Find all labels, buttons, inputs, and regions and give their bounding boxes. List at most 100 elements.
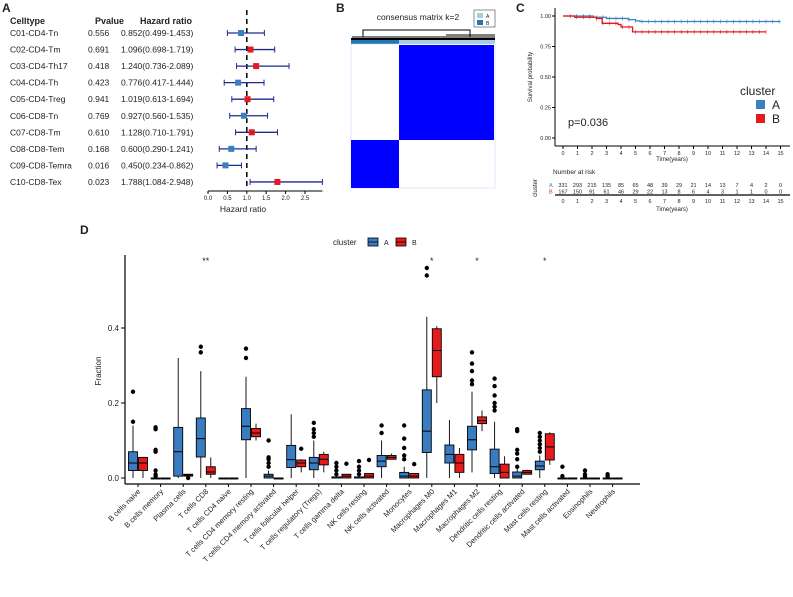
- risk-x-tick-label: 4: [619, 199, 622, 205]
- outlier-point: [356, 464, 362, 469]
- hr-point: [248, 129, 255, 136]
- hr-point: [238, 30, 245, 36]
- hazard-ratio-label: 1.788(1.084-2.948): [121, 177, 193, 187]
- risk-value: 46: [618, 190, 624, 196]
- outlier-point: [198, 344, 203, 349]
- risk-x-tick-label: 7: [663, 199, 666, 205]
- risk-value: 4: [750, 183, 753, 189]
- box-b: [431, 328, 442, 378]
- y-axis-label: Fraction: [94, 357, 103, 386]
- celltype-label: C02-CD4-Tm: [10, 45, 61, 55]
- outlier-point: [130, 419, 136, 424]
- forest-plot: Celltype Pvalue Hazard ratio C01-CD4-Tn 0.55…: [10, 10, 323, 214]
- celltype-label: C03-CD4-Th17: [10, 61, 68, 71]
- risk-value: 61: [603, 190, 609, 196]
- outlier-point: [356, 458, 362, 464]
- outlier-point: [311, 420, 316, 426]
- outlier-point: [492, 376, 497, 381]
- risk-table-y-label: cluster: [533, 179, 539, 197]
- box-a: [489, 448, 500, 474]
- box-a: [534, 460, 545, 471]
- risk-value: 13: [661, 190, 667, 196]
- x-tick-label: 9: [692, 151, 695, 157]
- outlier-point: [344, 461, 349, 466]
- risk-x-tick-label: 6: [648, 199, 651, 205]
- dendrogram-base: [351, 38, 495, 40]
- outlier-point: [379, 423, 384, 428]
- y-tick-label: 0.75: [540, 45, 551, 51]
- y-tick-label: 0.4: [108, 324, 120, 333]
- outlier-point: [492, 408, 497, 413]
- risk-value: 13: [719, 183, 725, 189]
- outlier-point: [582, 468, 588, 473]
- outlier-point: [402, 436, 407, 441]
- risk-value: 29: [676, 183, 682, 189]
- outlier-point: [537, 430, 542, 436]
- outlier-point: [402, 445, 407, 451]
- outlier-point: [243, 346, 249, 351]
- hazard-ratio-label: 1.128(0.710-1.791): [121, 127, 193, 137]
- hr-point: [244, 96, 251, 103]
- outlier-point: [153, 425, 158, 430]
- hazard-ratio-label: 0.450(0.234-0.862): [121, 160, 193, 170]
- pvalue-label: 0.418: [88, 61, 110, 71]
- box-a: [286, 444, 297, 468]
- legend-swatch: [756, 100, 765, 109]
- hr-point: [274, 178, 281, 185]
- outlier-point: [515, 427, 520, 432]
- outlier-point: [311, 427, 316, 432]
- risk-x-tick-label: 13: [748, 199, 754, 205]
- risk-value: 293: [573, 183, 582, 189]
- risk-value: 39: [661, 183, 667, 189]
- x-tick-label: 11: [720, 151, 726, 157]
- outlier-point: [130, 389, 136, 394]
- outlier-point: [492, 404, 497, 409]
- y-axis-label: Survival probability: [528, 52, 534, 102]
- risk-value: 2: [764, 183, 767, 189]
- outlier-point: [469, 382, 475, 387]
- celltype-label: C06-CD8-Tn: [10, 111, 58, 121]
- celltype-label: C10-CD8-Tex: [10, 177, 62, 187]
- y-tick-label: 1.00: [540, 14, 551, 20]
- legend-label: A: [772, 98, 780, 112]
- risk-x-tick-label: 8: [677, 199, 680, 205]
- x-tick-label: 2.5: [301, 196, 310, 202]
- x-tick-label: 0.0: [204, 196, 213, 202]
- x-tick-label: 13: [748, 151, 754, 157]
- risk-table-title: Number at risk: [553, 169, 596, 176]
- x-axis-label: Hazard ratio: [220, 204, 267, 214]
- pvalue-label: 0.769: [88, 111, 110, 121]
- outlier-point: [537, 445, 542, 451]
- risk-value: 135: [602, 183, 611, 189]
- risk-x-tick-label: 14: [763, 199, 769, 205]
- outlier-point: [356, 472, 362, 477]
- risk-x-tick-label: 3: [605, 199, 608, 205]
- outlier-point: [492, 383, 497, 389]
- outlier-point: [366, 457, 372, 463]
- risk-value: 3: [721, 190, 724, 196]
- x-tick-label: 15: [777, 151, 783, 157]
- heatmap-title: consensus matrix k=2: [377, 12, 460, 22]
- column-header: Celltype: [10, 16, 45, 26]
- box-a: [512, 471, 523, 479]
- outlier-point: [379, 430, 384, 436]
- x-axis-label: Time(years): [656, 157, 688, 163]
- outlier-point: [402, 457, 407, 462]
- pvalue-label: 0.941: [88, 94, 110, 104]
- outlier-point: [537, 442, 542, 447]
- outlier-point: [605, 472, 610, 477]
- box-a: [421, 389, 432, 453]
- outlier-point: [492, 400, 497, 406]
- risk-value: 65: [632, 183, 638, 189]
- x-tick-label: 10: [705, 151, 711, 157]
- heatmap-block-b: [351, 140, 399, 188]
- outlier-point: [153, 468, 158, 473]
- risk-value: 1: [750, 190, 753, 196]
- box-a: [241, 408, 251, 441]
- x-tick-label: 1: [576, 151, 579, 157]
- risk-x-tick-label: 10: [705, 199, 711, 205]
- outlier-point: [299, 446, 304, 451]
- risk-value: 21: [690, 183, 696, 189]
- outlier-point: [311, 430, 316, 436]
